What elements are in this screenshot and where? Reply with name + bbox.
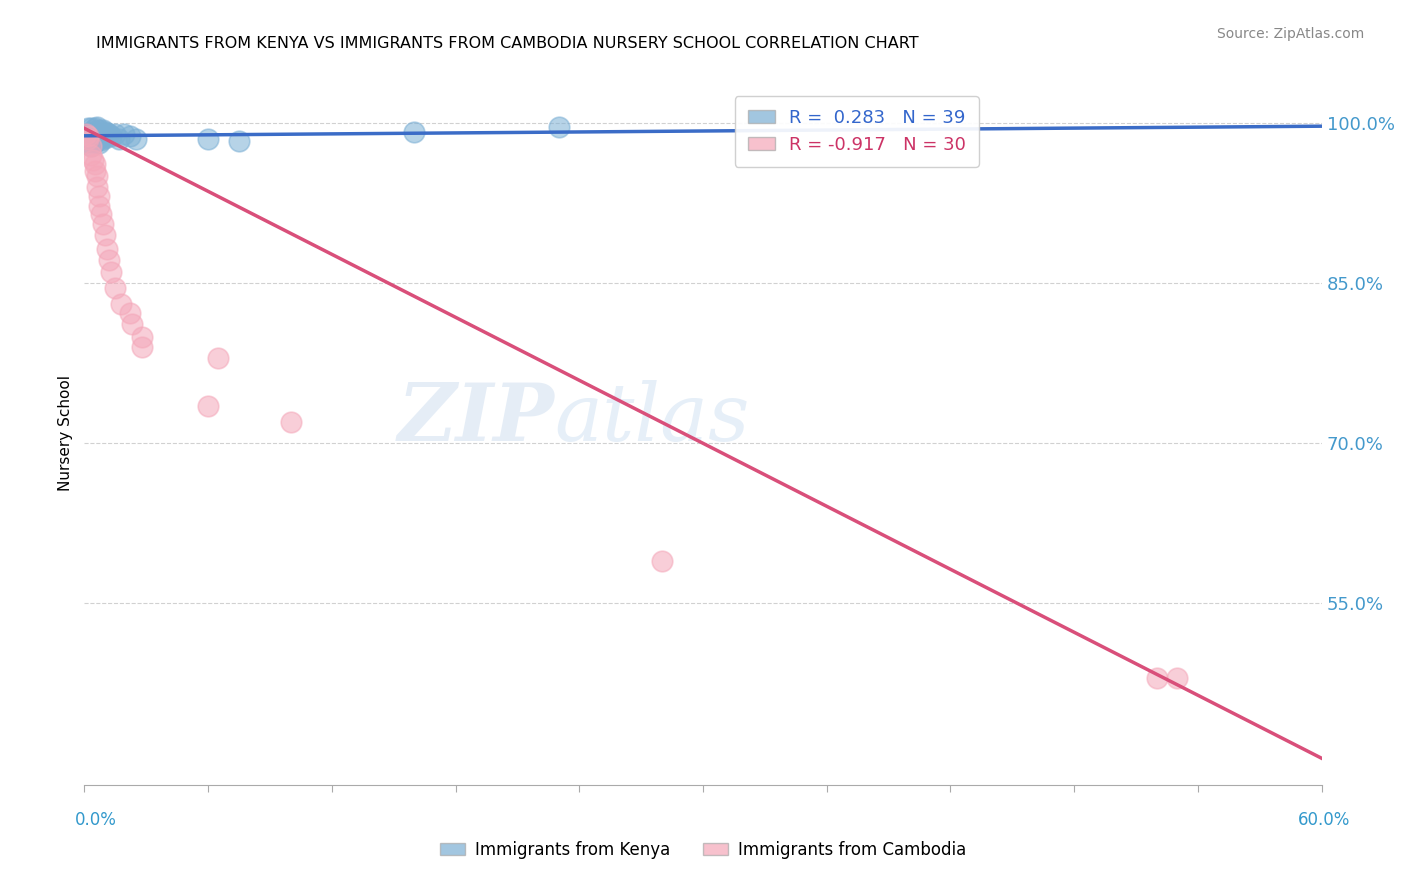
Point bbox=[79, 121, 101, 136]
Point bbox=[94, 131, 117, 145]
Point bbox=[86, 120, 108, 135]
Text: 60.0%: 60.0% bbox=[1298, 811, 1351, 829]
Point bbox=[228, 134, 250, 148]
Point bbox=[77, 132, 100, 146]
Point bbox=[75, 127, 97, 141]
Point bbox=[82, 128, 104, 143]
Text: IMMIGRANTS FROM KENYA VS IMMIGRANTS FROM CAMBODIA NURSERY SCHOOL CORRELATION CHA: IMMIGRANTS FROM KENYA VS IMMIGRANTS FROM… bbox=[96, 36, 918, 51]
Point bbox=[131, 329, 153, 343]
Point bbox=[207, 351, 229, 365]
Point bbox=[96, 126, 118, 140]
Point bbox=[404, 124, 426, 138]
Point bbox=[121, 317, 143, 331]
Point bbox=[1166, 671, 1188, 685]
Legend: R =  0.283   N = 39, R = -0.917   N = 30: R = 0.283 N = 39, R = -0.917 N = 30 bbox=[735, 96, 979, 167]
Point bbox=[118, 128, 141, 143]
Point bbox=[125, 132, 148, 146]
Point bbox=[82, 124, 104, 138]
Point bbox=[197, 132, 219, 146]
Point bbox=[86, 180, 108, 194]
Point bbox=[75, 132, 97, 146]
Text: atlas: atlas bbox=[554, 380, 749, 458]
Point bbox=[83, 121, 105, 136]
Point bbox=[131, 340, 153, 354]
Point bbox=[104, 127, 127, 141]
Point bbox=[87, 136, 110, 151]
Point bbox=[79, 132, 101, 146]
Point bbox=[83, 128, 105, 143]
Point bbox=[91, 129, 114, 144]
Point bbox=[104, 281, 127, 295]
Point bbox=[280, 415, 302, 429]
Point bbox=[197, 399, 219, 413]
Point bbox=[87, 199, 110, 213]
Point bbox=[651, 554, 673, 568]
Point bbox=[79, 139, 101, 153]
Point bbox=[108, 132, 131, 146]
Point bbox=[79, 139, 101, 153]
Point bbox=[77, 128, 100, 143]
Point bbox=[98, 127, 121, 141]
Point bbox=[83, 135, 105, 149]
Point bbox=[87, 123, 110, 137]
Point bbox=[79, 127, 101, 141]
Point bbox=[91, 218, 114, 232]
Point bbox=[75, 127, 97, 141]
Point bbox=[118, 306, 141, 320]
Y-axis label: Nursery School: Nursery School bbox=[58, 375, 73, 491]
Point bbox=[86, 133, 108, 147]
Point bbox=[87, 129, 110, 144]
Point bbox=[83, 156, 105, 170]
Point bbox=[112, 127, 135, 141]
Legend: Immigrants from Kenya, Immigrants from Cambodia: Immigrants from Kenya, Immigrants from C… bbox=[433, 835, 973, 866]
Point bbox=[86, 169, 108, 184]
Point bbox=[94, 228, 117, 243]
Point bbox=[77, 128, 100, 143]
Point bbox=[90, 133, 112, 147]
Point bbox=[83, 164, 105, 178]
Point bbox=[82, 134, 104, 148]
Point bbox=[91, 123, 114, 137]
Point bbox=[98, 252, 121, 267]
Point bbox=[100, 265, 122, 279]
Point bbox=[77, 121, 100, 136]
Text: Source: ZipAtlas.com: Source: ZipAtlas.com bbox=[1216, 27, 1364, 41]
Point bbox=[94, 124, 117, 138]
Point bbox=[77, 135, 100, 149]
Point bbox=[90, 207, 112, 221]
Point bbox=[90, 127, 112, 141]
Point bbox=[82, 153, 104, 168]
Text: ZIP: ZIP bbox=[398, 380, 554, 458]
Point bbox=[1146, 671, 1168, 685]
Point bbox=[96, 242, 118, 256]
Text: 0.0%: 0.0% bbox=[75, 811, 117, 829]
Point bbox=[100, 128, 122, 143]
Point bbox=[86, 127, 108, 141]
Point bbox=[87, 188, 110, 202]
Point bbox=[79, 148, 101, 162]
Point bbox=[110, 297, 132, 311]
Point bbox=[547, 120, 569, 135]
